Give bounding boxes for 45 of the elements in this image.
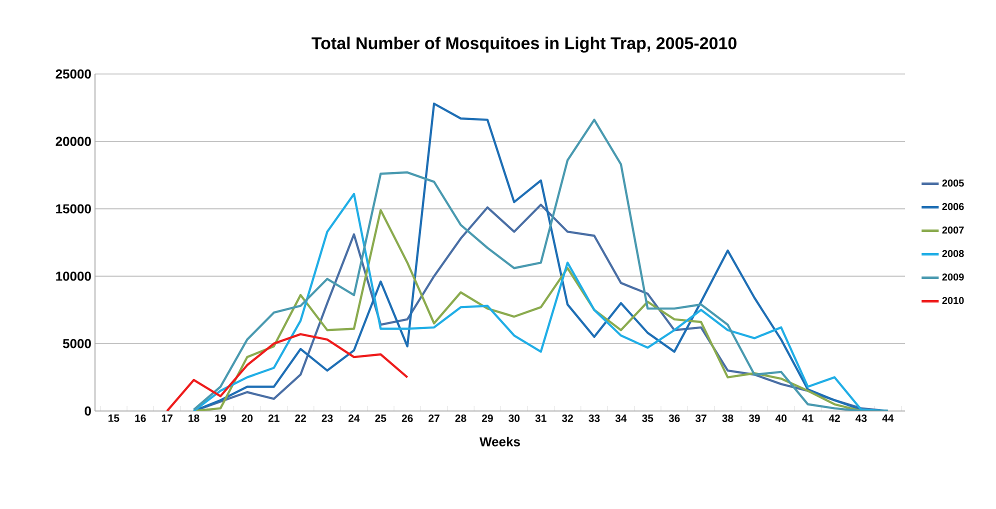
x-tick-label: 33 [588, 414, 600, 422]
x-tick-label: 24 [348, 414, 360, 422]
chart-title: Total Number of Mosquitoes in Light Trap, 2005-2010 [312, 36, 736, 53]
x-tick-label: 21 [268, 414, 280, 422]
x-tick-label: 29 [482, 414, 493, 422]
y-tick-label: 20000 [56, 136, 91, 146]
legend-label: 2008 [942, 250, 964, 258]
y-tick-label: 25000 [56, 69, 91, 79]
x-tick-label: 37 [695, 414, 706, 422]
y-tick-label: 5000 [62, 338, 91, 348]
legend-label: 2006 [942, 203, 964, 210]
x-tick-label: 22 [295, 414, 306, 422]
legend-label: 2009 [942, 273, 964, 281]
line-series [166, 333, 408, 411]
legend-label: 2007 [942, 226, 964, 234]
x-tick-label: 38 [722, 414, 734, 422]
x-tick-label: 34 [615, 414, 627, 422]
x-tick-label: 15 [108, 414, 120, 422]
x-tick-label: 25 [375, 414, 386, 422]
x-tick-label: 30 [508, 414, 520, 422]
x-tick-label: 43 [856, 414, 867, 422]
x-tick-label: 40 [775, 414, 787, 422]
x-tick-label: 41 [802, 414, 814, 422]
x-tick-label: 26 [402, 414, 413, 422]
x-tick-label: 35 [642, 414, 654, 422]
x-tick-label: 39 [748, 414, 760, 422]
x-tick-label: 28 [455, 414, 466, 422]
x-tick-label: 27 [428, 414, 440, 422]
x-tick-label: 36 [668, 414, 680, 422]
x-tick-label: 42 [828, 414, 840, 422]
x-tick-label: 44 [882, 414, 894, 422]
x-tick-label: 19 [215, 414, 226, 422]
x-tick-label: 32 [562, 414, 573, 422]
y-tick-label: 15000 [56, 204, 91, 214]
x-tick-label: 18 [188, 414, 200, 422]
x-tick-label: 31 [535, 414, 546, 422]
y-tick-label: 0 [84, 406, 91, 416]
x-tick-label: 16 [135, 414, 146, 422]
legend-label: 2010 [942, 296, 964, 304]
x-axis-title: Weeks [480, 436, 520, 446]
x-tick-label: 17 [162, 414, 172, 422]
x-tick-label: 20 [242, 414, 253, 422]
x-tick-label: 23 [322, 414, 333, 422]
y-tick-label: 10000 [56, 272, 91, 281]
legend-label: 2005 [942, 180, 964, 187]
